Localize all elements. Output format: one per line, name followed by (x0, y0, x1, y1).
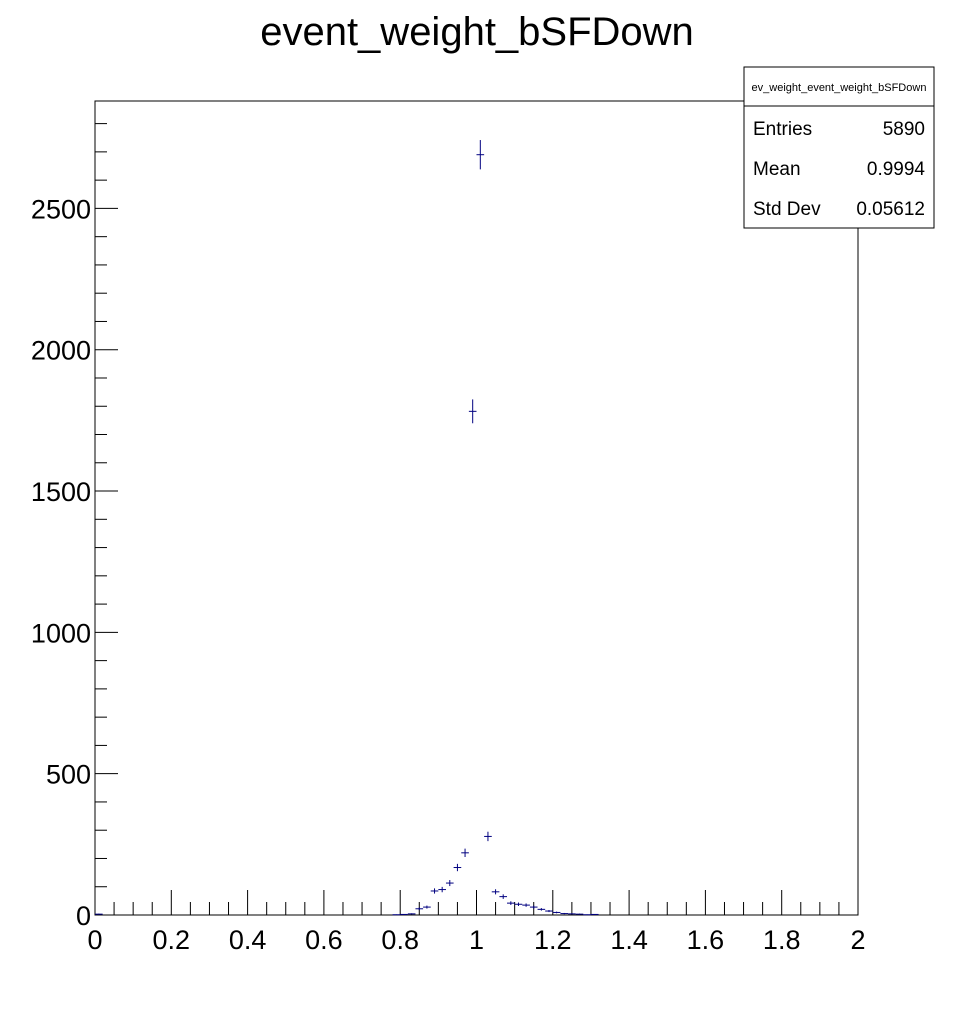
data-point (407, 913, 416, 915)
data-point (537, 908, 546, 911)
x-tick-label: 1.2 (534, 925, 572, 955)
data-point (514, 902, 523, 907)
stats-entries-label: Entries (753, 119, 812, 140)
data-point (507, 901, 515, 905)
y-axis: 0 500 1000 1500 2000 2500 (31, 123, 118, 931)
data-point (400, 913, 408, 915)
x-tick-label: 0.8 (381, 925, 419, 955)
x-tick-label: 1.8 (763, 925, 801, 955)
stats-mean-label: Mean (753, 159, 801, 180)
data-point (461, 848, 469, 858)
x-tick-label: 2 (850, 925, 865, 955)
chart-title: event_weight_bSFDown (260, 10, 694, 54)
stats-stddev-value: 0.05612 (856, 199, 925, 220)
y-tick-label: 2500 (31, 194, 91, 224)
data-point (522, 903, 530, 907)
data-point (438, 886, 446, 893)
stats-box-name: ev_weight_event_weight_bSFDown (752, 82, 927, 94)
data-point (415, 907, 424, 911)
data-point (568, 913, 576, 915)
data-point (392, 914, 401, 916)
stats-stddev-label: Std Dev (753, 199, 821, 220)
data-point (95, 913, 103, 915)
x-axis: 0 0.2 0.4 0.6 0.8 1 1.2 1.4 1.6 1.8 2 (87, 890, 866, 955)
y-tick-label: 500 (46, 760, 91, 790)
data-points (95, 140, 599, 916)
x-tick-label: 1.4 (610, 925, 648, 955)
y-tick-label: 1500 (31, 477, 91, 507)
stats-entries-value: 5890 (883, 119, 925, 140)
data-point (491, 889, 500, 895)
x-tick-label: 0.4 (229, 925, 267, 955)
data-point (476, 140, 485, 170)
stats-mean-value: 0.9994 (867, 159, 926, 180)
y-tick-label: 0 (76, 901, 91, 931)
data-point (583, 914, 591, 916)
y-tick-label: 1000 (31, 618, 91, 648)
x-tick-label: 0.6 (305, 925, 343, 955)
data-point (423, 905, 431, 909)
data-point (453, 863, 462, 872)
x-tick-label: 0.2 (153, 925, 191, 955)
x-tick-label: 1 (469, 925, 484, 955)
data-point (445, 880, 454, 887)
data-point (590, 913, 599, 915)
data-point (560, 912, 569, 915)
x-tick-label: 1.6 (687, 925, 725, 955)
stats-box-frame (743, 66, 935, 229)
stats-box: ev_weight_event_weight_bSFDown Entries 5… (743, 66, 935, 229)
data-point (484, 831, 492, 842)
data-point (430, 888, 439, 894)
data-point (499, 894, 508, 899)
data-point (575, 913, 584, 915)
data-point (552, 911, 561, 914)
data-point (468, 399, 477, 424)
data-point (545, 909, 553, 913)
x-tick-label: 0 (87, 925, 102, 955)
y-tick-label: 2000 (31, 336, 91, 366)
data-point (529, 905, 538, 909)
